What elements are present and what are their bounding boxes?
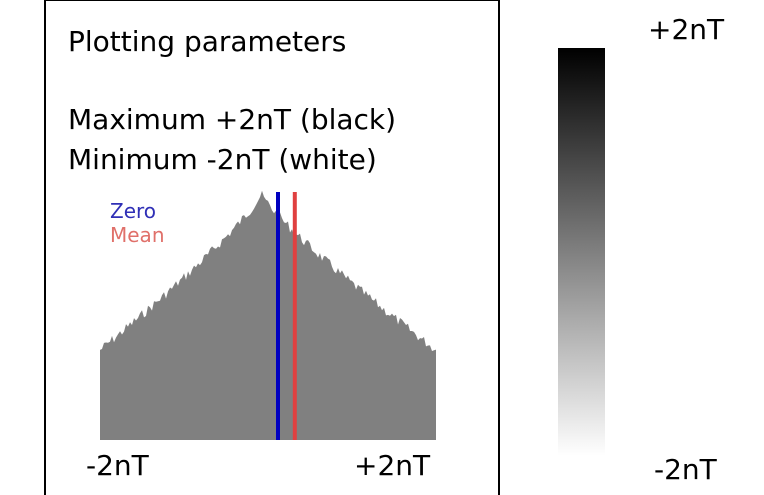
zero-legend-label: Zero — [110, 199, 157, 223]
histogram-min-label: -2nT — [86, 449, 149, 482]
panel-divider — [498, 0, 500, 495]
histogram-bars — [100, 190, 436, 440]
scale-min-label: -2nT — [654, 453, 717, 486]
maximum-parameter: Maximum +2nT (black) — [68, 103, 397, 136]
scale-max-label: +2nT — [648, 13, 725, 46]
histogram-plot — [100, 190, 436, 440]
panel-left-border — [44, 0, 46, 495]
mean-legend-label: Mean — [110, 223, 165, 247]
histogram — [100, 188, 436, 440]
plotting-parameters-heading: Plotting parameters — [68, 25, 347, 58]
panel-top-border — [44, 0, 500, 1]
minimum-parameter: Minimum -2nT (white) — [68, 143, 377, 176]
histogram-max-label: +2nT — [354, 449, 431, 482]
grayscale-colorbar — [558, 48, 605, 456]
